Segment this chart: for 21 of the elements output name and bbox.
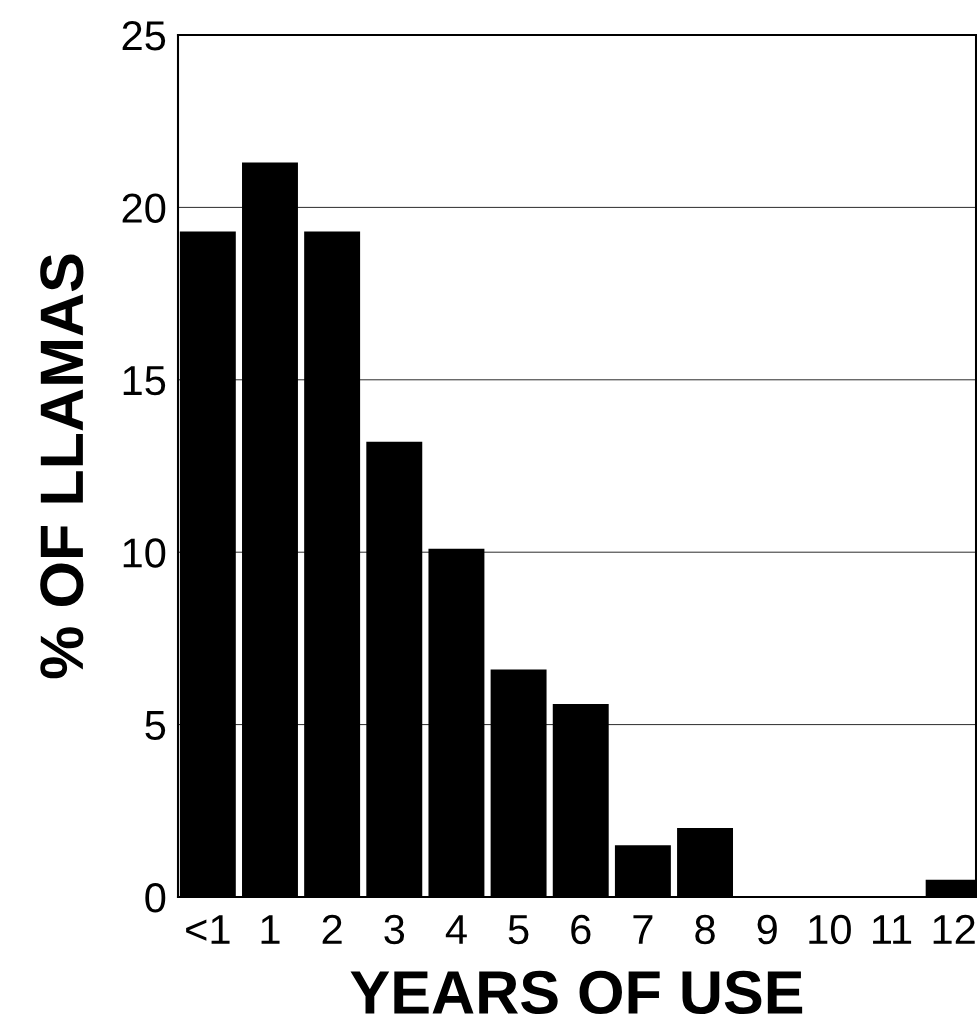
x-tick-label: 5 xyxy=(508,915,529,945)
x-tick-label: 8 xyxy=(695,914,715,945)
x-tick-label: 9 xyxy=(757,914,777,945)
x-tick-label: 12 xyxy=(933,914,975,944)
y-tick-label: 0 xyxy=(145,883,166,913)
y-tick-label: 5 xyxy=(145,711,166,741)
x-tick-label: 1 xyxy=(261,915,280,944)
y-tick-label: 15 xyxy=(123,366,166,396)
y-tick-label: 25 xyxy=(122,21,166,51)
x-tick-label: 11 xyxy=(873,915,912,944)
x-axis-title: YEARS OF USE xyxy=(350,970,803,1015)
y-axis-title: % OF LLAMAS xyxy=(40,254,84,679)
x-tick-label: 6 xyxy=(571,914,591,945)
y-tick-label: 10 xyxy=(123,538,166,568)
x-tick-label: 10 xyxy=(809,914,851,945)
x-tick-label: <1 xyxy=(186,915,230,944)
x-tick-label: 2 xyxy=(322,914,342,944)
x-tick-label: 3 xyxy=(384,914,405,945)
y-tick-label: 20 xyxy=(122,193,166,223)
x-tick-label: 4 xyxy=(445,915,467,944)
x-tick-label: 7 xyxy=(633,915,653,944)
